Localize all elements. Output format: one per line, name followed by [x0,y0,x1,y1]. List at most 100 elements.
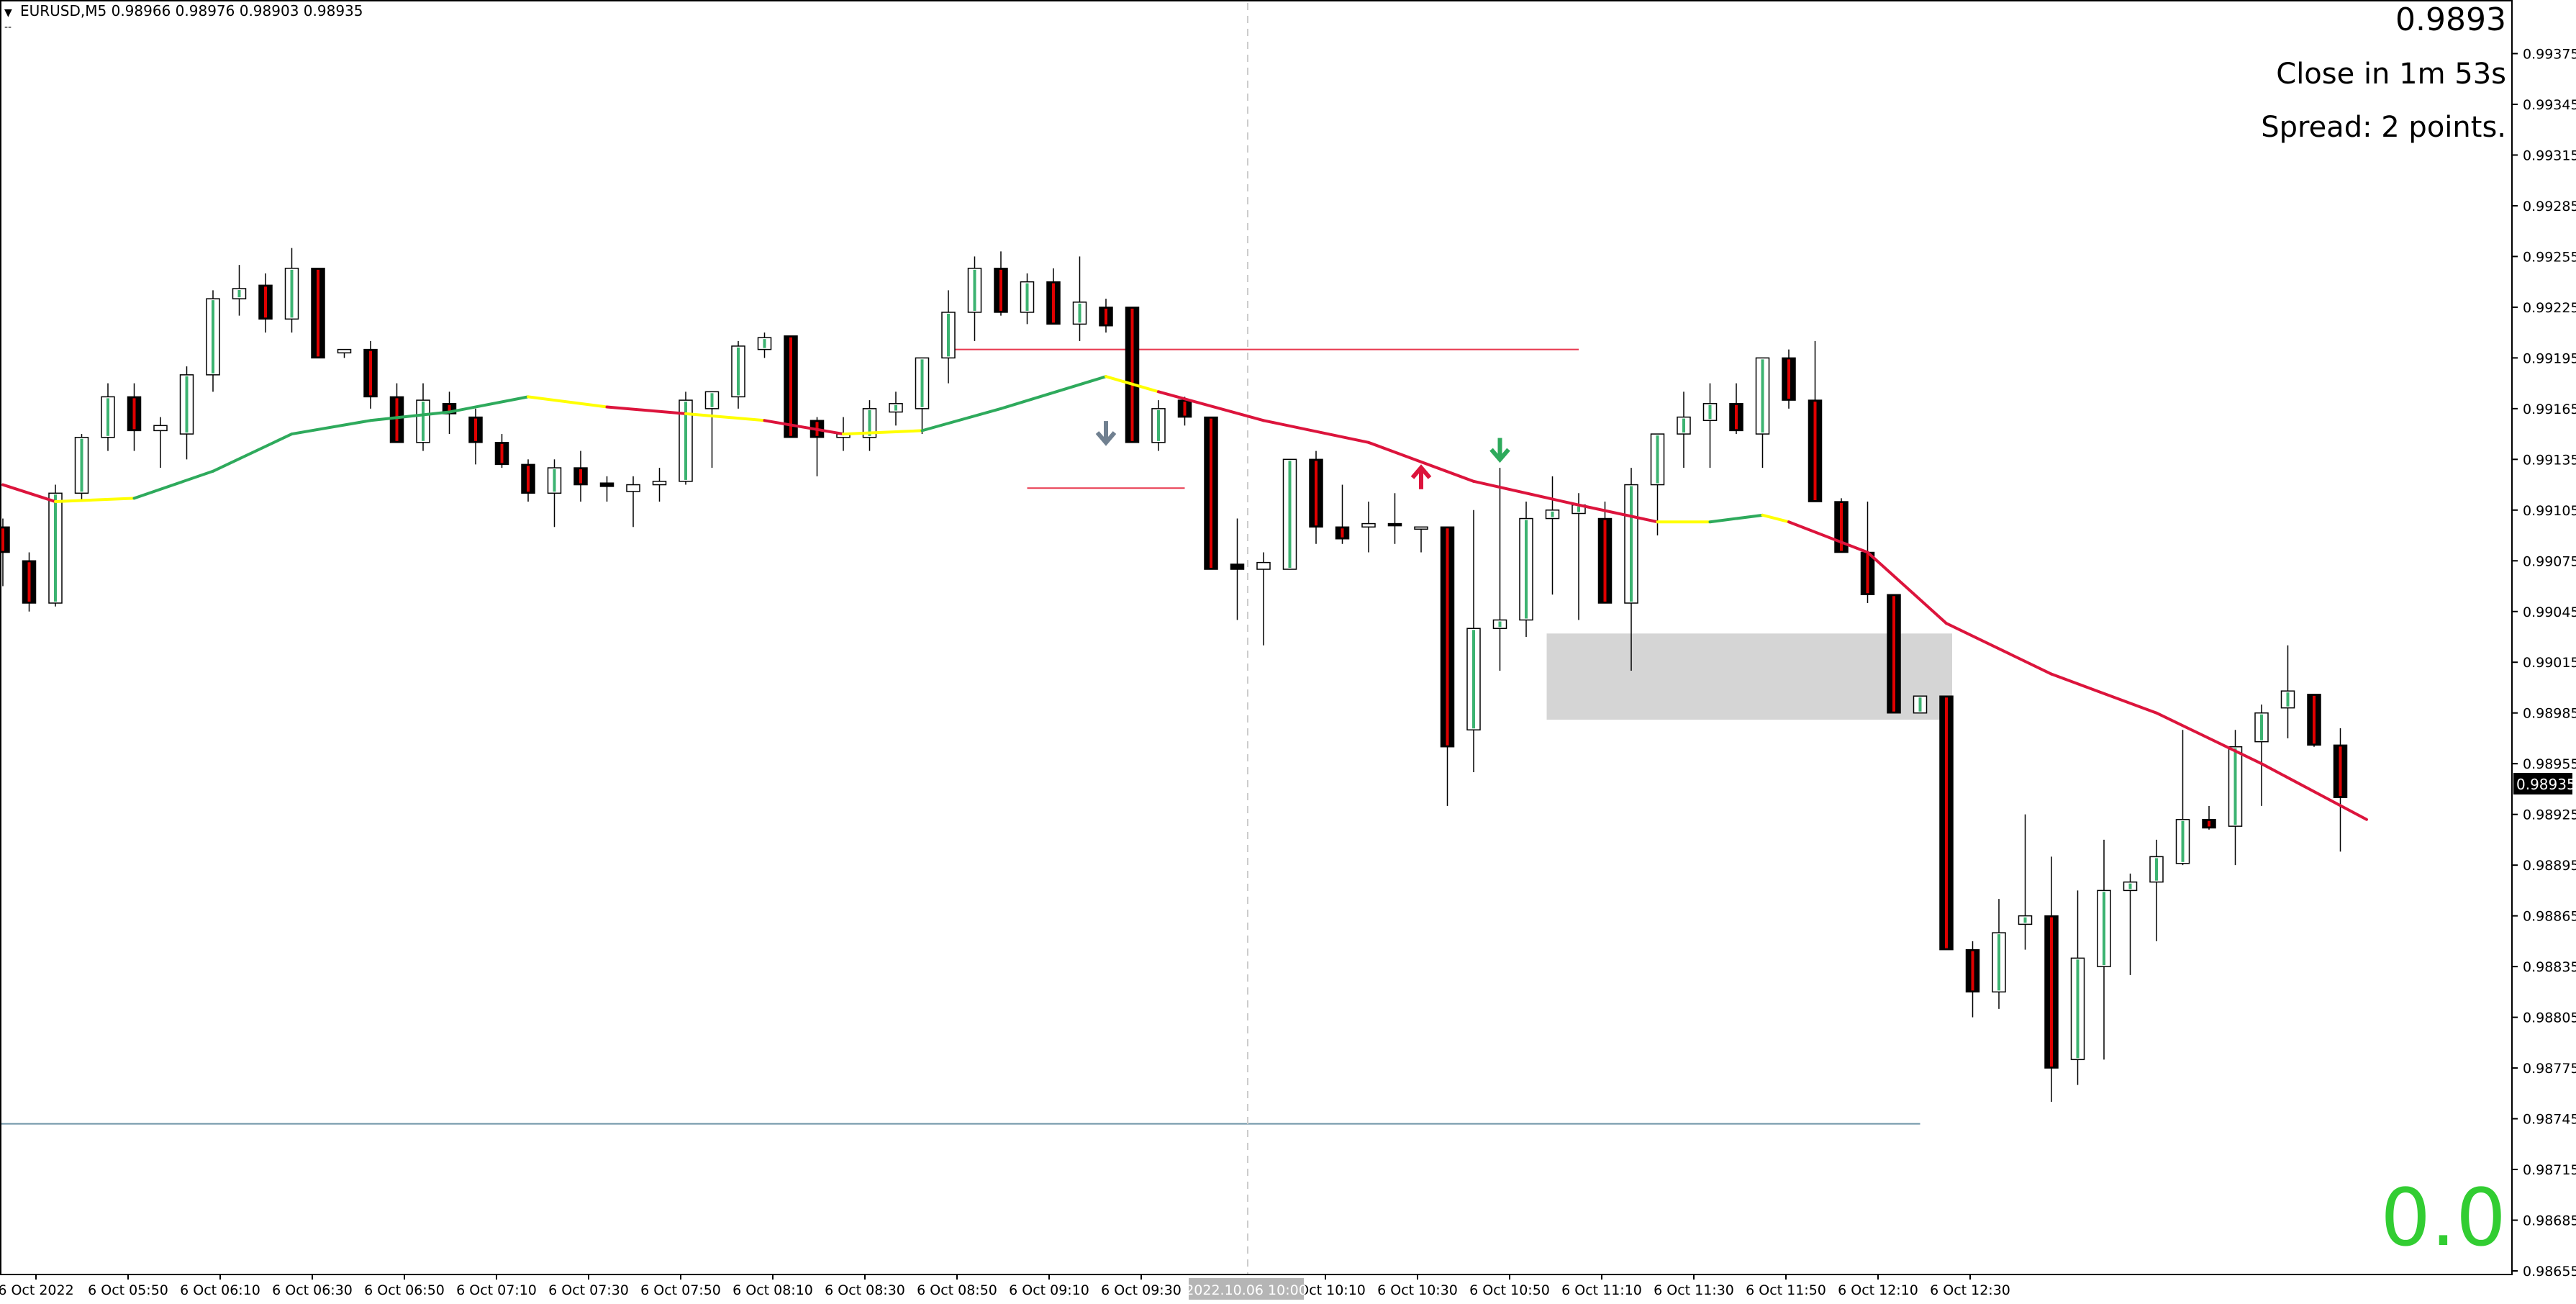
candle-body-bull [626,484,640,492]
price-axis-label: 0.99075 [2523,553,2576,569]
time-axis[interactable]: 6 Oct 2022 6 Oct 05:50 6 Oct 06:10 6 Oct 06… [0,1274,2010,1298]
moving-average-segment [1105,375,1160,394]
candle [1519,502,1533,637]
moving-average-segment [290,419,372,436]
indicator-value-display: 0.0 [2380,1172,2506,1264]
candle [2044,856,2059,1102]
candle [1309,450,1323,544]
candle [1466,510,1481,772]
candle [915,357,930,435]
candle-body-bear [1230,563,1245,570]
time-axis-label: 6 Oct 06:30 [272,1282,353,1298]
price-axis-label: 0.98745 [2523,1112,2576,1128]
candle [704,391,720,468]
price-axis-label: 0.99255 [2523,249,2576,265]
price-axis-label: 0.98895 [2523,858,2576,874]
crosshair-time-label: 2022.10.06 10:00 [1185,1282,1307,1298]
time-axis-label: 6 Oct 09:30 [1101,1282,1182,1298]
candle [1782,349,1796,409]
candle [1808,340,1823,502]
bar-close-timer: Close in 1m 53s [2276,58,2506,91]
time-axis-label: 6 Oct 10:30 [1377,1282,1458,1298]
current-price-marker [2513,773,2572,794]
moving-average-segment [999,375,1107,410]
time-axis-label: 6 Oct 08:50 [917,1282,997,1298]
time-axis-label: 6 Oct 07:50 [640,1282,721,1298]
signal-arrows-layer [1095,421,1510,489]
candle [1335,484,1350,544]
candle [2149,839,2164,941]
price-axis-label: 0.98775 [2523,1061,2576,1077]
candle [521,459,535,502]
moving-average-segment [1945,622,2053,676]
candle [1282,458,1297,570]
candle [1913,695,1928,714]
time-axis-label: 6 Oct 2022 [0,1282,74,1298]
moving-average-layer [1,375,2368,821]
candle [1387,493,1402,544]
candle [153,417,168,468]
price-axis-label: 0.98865 [2523,909,2576,925]
candle [1965,941,1980,1018]
price-axis-label: 0.99015 [2523,655,2576,671]
price-axis[interactable]: 0.99375 0.99345 0.99315 0.99285 0.99255 0.992… [2512,46,2576,1280]
moving-average-segment [1472,479,1580,507]
candle [889,391,903,426]
candle [127,383,142,451]
candle [757,332,772,358]
candle-body-bull [1414,526,1428,530]
candle [547,459,562,528]
time-axis-label: 6 Oct 07:10 [456,1282,537,1298]
supply-zone-rect [1546,633,1952,720]
candle [74,434,89,502]
moving-average-segment [1157,390,1265,422]
crosshair-time-box [1189,1278,1304,1300]
candle [599,476,614,502]
candle [468,408,483,465]
moving-average-segment [1262,419,1370,444]
candle [2280,645,2295,738]
candle [206,290,220,392]
candle [258,273,273,333]
candle [1755,357,1770,468]
chart-frame [0,0,2513,1275]
time-axis-label: 6 Oct 05:50 [88,1282,168,1298]
time-axis-label: 6 Oct 11:10 [1561,1282,1642,1298]
candle-body-bull [1256,561,1271,570]
price-axis-label: 0.99285 [2523,199,2576,214]
candle [967,256,982,341]
price-axis-label: 0.99135 [2523,452,2576,468]
candle [2097,839,2111,1060]
indicator-subtitle: -- [4,22,12,33]
time-axis-label: 6 Oct 06:10 [180,1282,260,1298]
price-axis-label: 0.99225 [2523,300,2576,316]
candle [2202,805,2216,830]
symbol-dropdown-icon[interactable]: ▼ [4,7,12,19]
candle [1151,400,1166,451]
moving-average-segment [448,395,530,414]
candle [1492,468,1507,671]
candle [809,417,825,476]
arrow-head [1410,464,1432,479]
time-axis-label: 6 Oct 12:30 [1930,1282,2010,1298]
candle [1992,899,2006,1009]
candle [1572,493,1586,620]
candle [731,340,745,409]
time-axis-label: 6 Oct 07:30 [548,1282,629,1298]
moving-average-segment [1787,520,1869,554]
candle [626,476,640,528]
candle [337,348,352,358]
time-axis-label: 6 Oct 08:30 [825,1282,905,1298]
candle [2228,730,2243,866]
moving-average-segment [2155,711,2263,766]
candle [1099,299,1113,333]
candle [2307,694,2321,747]
candle [311,268,325,359]
moving-average-segment [763,419,845,436]
candle [232,265,247,316]
time-axis-label: 6 Oct 11:30 [1654,1282,1734,1298]
candle [862,400,877,451]
spread-display: Spread: 2 points. [2261,111,2506,144]
